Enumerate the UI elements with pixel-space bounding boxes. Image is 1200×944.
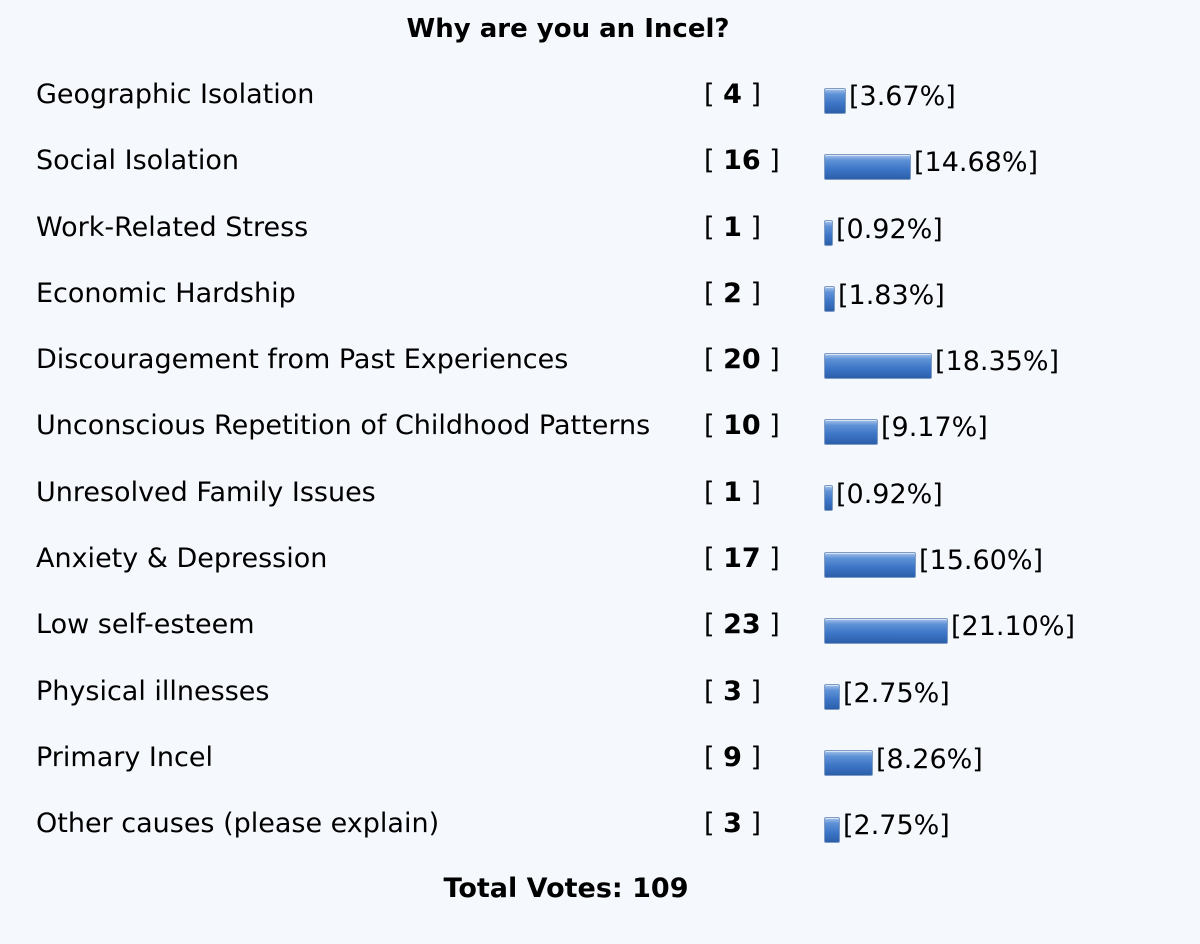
vote-count-value: 9 [723,741,742,773]
result-bar [824,352,932,379]
vote-count-value: 3 [723,675,742,707]
option-vote-count: [ 4 ] [704,79,762,110]
option-percentage: [9.17%] [881,412,988,444]
vote-count-value: 10 [723,410,761,442]
option-vote-count: [ 20 ] [704,344,780,376]
result-bar [824,816,840,843]
poll-option-row: Primary Incel [ 9 ] [8.26%] [0,728,1200,794]
option-vote-count: [ 3 ] [704,808,762,840]
option-percentage: [0.92%] [836,478,943,510]
result-bar [824,220,833,247]
vote-count-value: 20 [723,344,761,376]
option-percentage: [8.26%] [876,743,983,775]
vote-count-value: 4 [723,79,742,110]
poll-option-row: Unconscious Repetition of Childhood Patt… [0,396,1200,462]
poll-options-list: Geographic Isolation [ 4 ] [3.67%] Socia… [0,65,1200,861]
result-bar [824,750,873,777]
poll-option-row: Other causes (please explain) [ 3 ] [2.7… [0,794,1200,860]
option-label: Social Isolation [36,145,239,177]
result-bar [824,153,911,180]
result-bar-group: [1.83%] [824,280,945,315]
option-vote-count: [ 2 ] [704,277,762,309]
result-bar [824,684,840,711]
option-percentage: [3.67%] [849,81,956,112]
vote-count-value: 17 [723,543,761,575]
option-label: Primary Incel [36,741,213,773]
option-percentage: [0.92%] [836,213,943,245]
result-bar-group: [0.92%] [824,214,943,249]
result-bar-group: [8.26%] [824,744,983,779]
option-vote-count: [ 1 ] [704,476,762,508]
result-bar-group: [3.67%] [824,81,956,116]
option-vote-count: [ 17 ] [704,543,780,575]
poll-option-row: Discouragement from Past Experiences [ 2… [0,330,1200,396]
result-bar-group: [0.92%] [824,479,943,514]
option-label: Discouragement from Past Experiences [36,344,569,376]
vote-count-value: 1 [723,476,742,508]
poll-option-row: Unresolved Family Issues [ 1 ] [0.92%] [0,463,1200,529]
vote-count-value: 1 [723,211,742,243]
vote-count-value: 23 [723,609,761,641]
option-vote-count: [ 9 ] [704,741,762,773]
result-bar-group: [18.35%] [824,346,1059,381]
result-bar-group: [9.17%] [824,412,988,447]
result-bar [824,485,833,512]
poll-option-row: Work-Related Stress [ 1 ] [0.92%] [0,198,1200,264]
total-votes: Total Votes: 109 [443,873,689,904]
option-vote-count: [ 23 ] [704,609,780,641]
option-label: Economic Hardship [36,277,296,309]
poll-option-row: Geographic Isolation [ 4 ] [3.67%] [0,65,1200,131]
option-percentage: [1.83%] [838,279,945,311]
option-vote-count: [ 1 ] [704,211,762,243]
option-label: Unresolved Family Issues [36,476,376,508]
result-bar [824,551,916,578]
option-percentage: [21.10%] [951,611,1076,643]
poll-option-row: Physical illnesses [ 3 ] [2.75%] [0,662,1200,728]
result-bar-group: [14.68%] [824,147,1038,182]
option-percentage: [14.68%] [914,147,1039,179]
result-bar [824,87,846,114]
result-bar-group: [15.60%] [824,545,1043,580]
result-bar [824,418,878,445]
poll-title: Why are you an Incel? [406,14,730,44]
option-label: Geographic Isolation [36,79,315,110]
option-label: Unconscious Repetition of Childhood Patt… [36,410,651,442]
option-label: Physical illnesses [36,675,270,707]
vote-count-value: 2 [723,277,742,309]
poll-option-row: Social Isolation [ 16 ] [14.68%] [0,131,1200,197]
result-bar [824,617,948,644]
option-label: Low self-esteem [36,609,255,641]
option-percentage: [2.75%] [843,810,950,842]
option-label: Anxiety & Depression [36,543,328,575]
option-percentage: [18.35%] [935,346,1060,378]
option-vote-count: [ 3 ] [704,675,762,707]
poll-option-row: Anxiety & Depression [ 17 ] [15.60%] [0,529,1200,595]
option-percentage: [15.60%] [919,545,1044,577]
option-label: Work-Related Stress [36,211,309,243]
result-bar-group: [2.75%] [824,678,950,713]
poll-option-row: Low self-esteem [ 23 ] [21.10%] [0,595,1200,661]
poll-option-row: Economic Hardship [ 2 ] [1.83%] [0,264,1200,330]
option-vote-count: [ 16 ] [704,145,780,177]
result-bar-group: [2.75%] [824,810,950,845]
option-label: Other causes (please explain) [36,808,440,840]
result-bar [824,286,835,313]
vote-count-value: 16 [723,145,761,177]
vote-count-value: 3 [723,808,742,840]
result-bar-group: [21.10%] [824,611,1075,646]
option-vote-count: [ 10 ] [704,410,780,442]
option-percentage: [2.75%] [843,677,950,709]
